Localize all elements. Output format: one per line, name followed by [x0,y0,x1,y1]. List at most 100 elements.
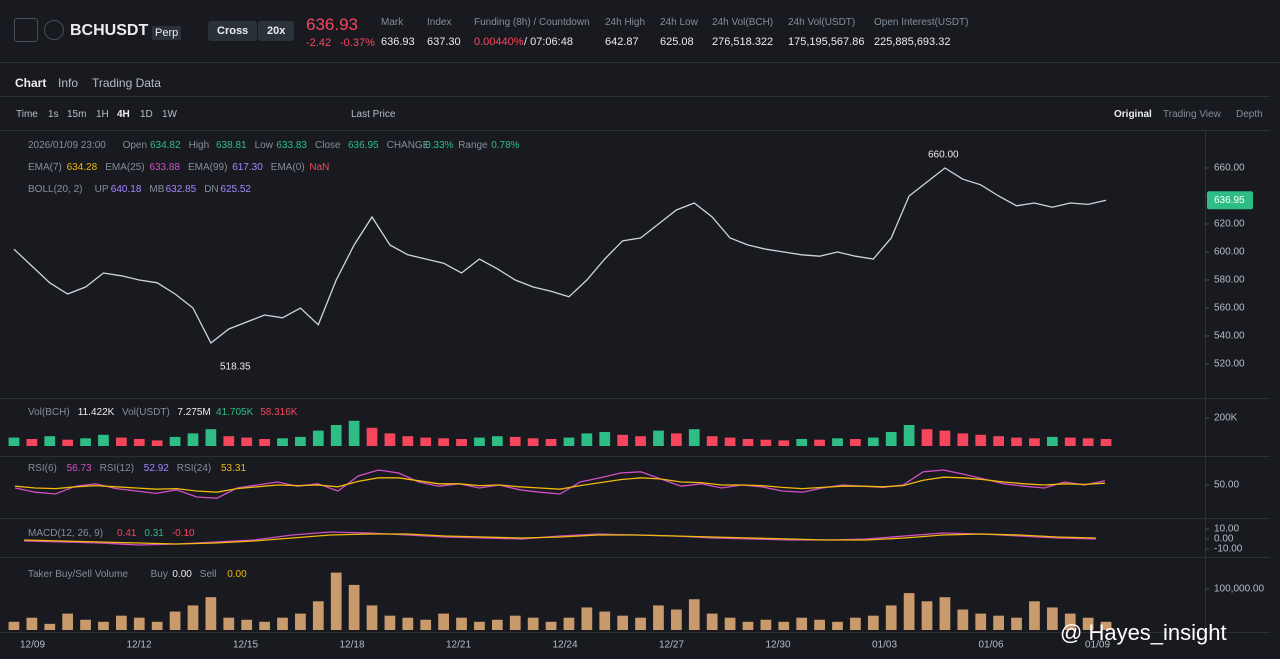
bar [581,433,593,446]
bar [832,621,843,630]
last-price-label: 636.95 [1214,195,1245,206]
bar [617,434,629,446]
view[interactable]: Depth [1236,109,1263,120]
legend-item: MB [149,184,165,195]
stat-value: 636.93 [381,36,415,48]
legend-item: MACD(12, 26, 9) [28,528,104,539]
bar [581,607,593,630]
bar [187,605,199,630]
stat-value: 625.08 [660,36,694,48]
bar [527,617,539,630]
legend-item: Close [315,140,341,151]
bar [599,432,611,446]
bar [921,429,933,446]
favorite[interactable] [14,18,38,42]
symbol[interactable]: BCHUSDT [70,22,149,39]
legend-item: Taker Buy/Sell Volume [28,569,129,580]
bar [688,599,700,630]
legend-item: CHANGE [386,140,430,151]
bar [402,617,414,630]
bar [814,619,825,630]
legend-item: EMA(25) [105,162,145,173]
margin-mode[interactable]: Cross [208,21,258,41]
tab[interactable]: Info [58,76,79,90]
bar [1100,621,1112,630]
interval[interactable]: 1H [96,109,109,120]
y-tick-label: 50.00 [1214,480,1239,491]
bar [402,436,414,446]
legend-item: 640.18 [110,184,142,195]
stat-label: Open Interest(USDT) [874,17,969,28]
legend-item: 2026/01/09 23:00 [28,140,106,151]
bar [742,621,754,630]
x-tick-label: 12/15 [233,640,258,651]
coin-icon [44,20,64,40]
y-tick-label: 0.00 [1214,534,1234,545]
bar [420,437,432,446]
bar [939,430,951,446]
bar [151,440,163,446]
bar [509,436,521,446]
y-tick-label: 560.00 [1214,303,1245,314]
legend-item: Sell [199,569,217,580]
stat-value: 175,195,567.86 [788,36,865,48]
bar [617,615,629,630]
interval[interactable]: Time [16,109,38,120]
bar [384,615,396,630]
tab[interactable]: Chart [15,76,47,90]
interval[interactable]: 15m [67,109,87,120]
interval[interactable]: 1W [162,109,177,120]
bar [259,439,270,446]
line [14,469,1106,499]
separator [0,518,1270,519]
interval[interactable]: 4H [117,109,130,120]
bar [778,621,790,630]
bar [330,572,342,630]
view[interactable]: Trading View [1163,109,1221,120]
price-type[interactable]: Last Price [351,109,396,120]
bar [474,621,485,630]
y-tick-label: 200K [1214,413,1238,424]
separator [0,130,1270,131]
bar [975,434,987,446]
bar [277,438,288,446]
legend-item: 617.30 [232,162,263,173]
legend-item: High [188,140,210,151]
bar [420,619,432,630]
tab[interactable]: Trading Data [92,76,161,90]
legend-item: EMA(7) [28,162,62,173]
bar [921,601,933,630]
leverage[interactable]: 20x [258,21,295,41]
bar [330,425,342,446]
bar [438,438,449,446]
separator [0,557,1270,558]
legend-item: 7.275M [177,407,211,418]
bar [599,611,611,630]
bar [116,437,127,446]
bar [1046,607,1058,630]
bar [850,439,861,446]
separator [0,398,1270,399]
interval[interactable]: 1D [140,109,153,120]
stat-label: 24h Low [660,17,698,28]
legend-item: RSI(6) [28,463,57,474]
stat-value: 0.00440% [474,36,524,48]
bar [223,617,235,630]
bar [671,609,682,630]
view[interactable]: Original [1114,109,1152,120]
bar [867,437,879,446]
bar [80,619,91,630]
interval[interactable]: 1s [48,109,59,120]
line [13,167,1107,344]
stat-value: 225,885,693.32 [874,36,951,48]
legend-item: 0.78% [491,140,520,151]
y-tick-label: 540.00 [1214,331,1245,342]
legend-item: NaN [309,162,330,173]
legend-item: Buy [150,569,168,580]
bar [169,611,181,630]
bar [366,427,378,446]
bar [8,437,20,446]
bar [724,617,736,630]
watermark: @ Hayes_insight [1060,620,1227,645]
bar [26,617,38,630]
